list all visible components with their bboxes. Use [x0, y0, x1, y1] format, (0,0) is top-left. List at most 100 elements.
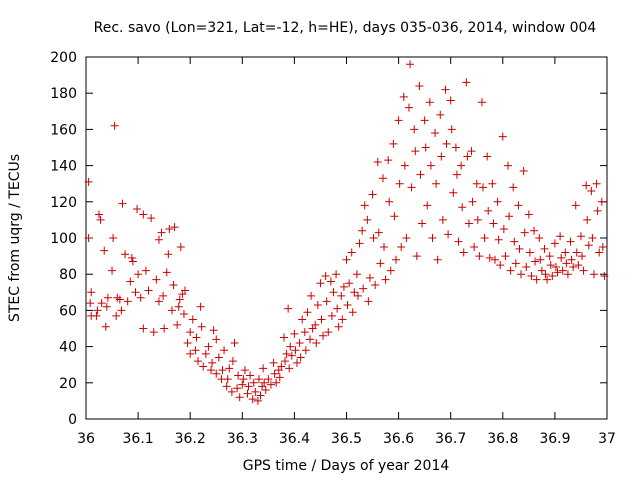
data-point — [186, 328, 195, 337]
data-point — [527, 272, 536, 281]
data-point — [251, 387, 260, 396]
data-point — [126, 277, 135, 286]
data-point — [201, 349, 210, 358]
data-point — [208, 358, 217, 367]
data-point — [123, 297, 132, 306]
data-point — [239, 375, 248, 384]
data-point — [390, 212, 399, 221]
data-point — [532, 275, 541, 284]
data-point — [363, 215, 372, 224]
data-point — [496, 261, 505, 270]
data-point — [464, 219, 473, 228]
data-point — [558, 266, 567, 275]
data-point — [352, 270, 361, 279]
data-point — [139, 210, 148, 219]
data-point — [191, 346, 200, 355]
data-point — [317, 315, 326, 324]
data-point — [566, 237, 575, 246]
data-point — [374, 228, 383, 237]
x-tick-label: 36.8 — [487, 431, 518, 447]
data-point — [368, 190, 377, 199]
data-point — [378, 174, 387, 183]
data-point — [506, 266, 515, 275]
data-point — [97, 299, 106, 308]
data-point — [449, 188, 458, 197]
data-point — [321, 272, 330, 281]
data-point — [264, 375, 273, 384]
data-point — [327, 311, 336, 320]
data-point — [286, 342, 295, 351]
data-point — [141, 266, 150, 275]
data-point — [298, 315, 307, 324]
y-tick-label: 60 — [59, 303, 77, 319]
data-point — [173, 320, 182, 329]
x-tick-label: 36.7 — [435, 431, 466, 447]
data-point — [454, 237, 463, 246]
data-point — [418, 219, 427, 228]
data-point — [87, 288, 96, 297]
data-point — [386, 266, 395, 275]
data-point — [291, 346, 300, 355]
data-point — [183, 338, 192, 347]
data-point — [582, 181, 591, 190]
y-tick-label: 180 — [50, 86, 77, 102]
data-point — [133, 205, 142, 214]
data-point — [199, 362, 208, 371]
data-point — [371, 281, 380, 290]
x-tick-label: 36.4 — [279, 431, 310, 447]
data-point — [204, 342, 213, 351]
data-point — [214, 353, 223, 362]
data-point — [587, 186, 596, 195]
data-point — [108, 266, 117, 275]
y-axis: 0 20 40 60 80 100 120 140 160 180 200 — [50, 50, 607, 428]
data-point — [109, 234, 118, 242]
data-point — [260, 378, 269, 387]
data-point — [436, 110, 445, 119]
data-point — [509, 183, 518, 192]
data-point — [498, 132, 507, 141]
data-point — [212, 369, 221, 378]
data-point — [574, 261, 583, 270]
data-point — [458, 203, 467, 212]
data-point — [238, 380, 247, 389]
data-point — [287, 351, 296, 360]
data-point — [572, 248, 581, 257]
x-tick-label: 37 — [598, 431, 616, 447]
data-point — [332, 270, 341, 279]
data-point — [406, 60, 415, 69]
data-point — [270, 369, 279, 378]
data-point — [253, 396, 262, 405]
data-point — [553, 268, 562, 277]
data-point — [389, 139, 398, 148]
data-point — [438, 215, 447, 224]
data-point — [579, 266, 588, 275]
data-point — [489, 219, 498, 228]
data-point — [353, 291, 362, 300]
data-point — [359, 284, 368, 293]
data-point — [561, 248, 570, 257]
data-point — [306, 335, 315, 344]
data-point — [134, 270, 143, 279]
data-point — [339, 282, 348, 291]
data-point — [515, 244, 524, 253]
data-point — [259, 364, 268, 373]
x-axis-label: GPS time / Days of year 2014 — [243, 458, 450, 474]
data-point — [281, 357, 290, 366]
data-point — [522, 262, 531, 271]
data-point — [127, 253, 136, 262]
y-tick-label: 160 — [50, 122, 77, 138]
data-point — [537, 266, 546, 275]
data-point — [428, 234, 437, 242]
data-point — [589, 270, 598, 279]
data-point — [333, 304, 342, 313]
data-point — [402, 234, 411, 242]
data-point — [588, 234, 597, 242]
data-point — [212, 335, 221, 344]
data-point — [432, 179, 441, 188]
data-point — [457, 161, 466, 170]
data-point — [525, 248, 534, 257]
data-point — [92, 311, 101, 320]
data-point — [595, 248, 604, 257]
data-point — [531, 257, 540, 266]
data-point — [459, 248, 468, 257]
